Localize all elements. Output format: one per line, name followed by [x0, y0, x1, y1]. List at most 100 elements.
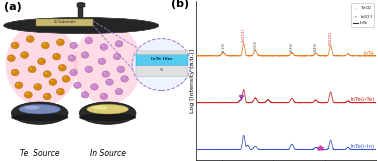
Text: (110): (110)	[221, 41, 225, 52]
Circle shape	[74, 82, 81, 89]
Circle shape	[107, 80, 110, 82]
FancyBboxPatch shape	[78, 5, 83, 19]
Circle shape	[11, 69, 19, 76]
Circle shape	[15, 82, 23, 89]
Circle shape	[106, 79, 113, 85]
Circle shape	[115, 89, 123, 95]
Circle shape	[28, 37, 30, 39]
Circle shape	[102, 94, 104, 96]
Circle shape	[104, 72, 106, 74]
Circle shape	[49, 79, 57, 85]
Circle shape	[92, 85, 94, 87]
Ellipse shape	[79, 102, 136, 124]
Circle shape	[45, 72, 47, 74]
Circle shape	[71, 71, 74, 72]
Circle shape	[121, 76, 129, 82]
Circle shape	[28, 66, 36, 73]
Text: InTe film: InTe film	[152, 57, 173, 61]
Ellipse shape	[74, 25, 142, 104]
Circle shape	[20, 52, 28, 58]
Text: (220): (220)	[253, 39, 257, 50]
Text: InTe(r-Te): InTe(r-Te)	[350, 97, 375, 102]
Ellipse shape	[6, 23, 77, 106]
FancyBboxPatch shape	[136, 53, 188, 65]
Circle shape	[29, 67, 32, 69]
Circle shape	[75, 83, 77, 85]
Circle shape	[71, 43, 74, 45]
FancyBboxPatch shape	[36, 19, 93, 26]
Circle shape	[117, 90, 119, 91]
Ellipse shape	[132, 39, 191, 90]
FancyBboxPatch shape	[136, 51, 187, 55]
Text: Si(222): Si(222)	[328, 31, 333, 45]
Ellipse shape	[4, 18, 159, 33]
Circle shape	[70, 56, 72, 58]
Legend: TeO$_2$, In$_2$O$_3$, InTe: TeO$_2$, In$_2$O$_3$, InTe	[351, 3, 374, 27]
FancyBboxPatch shape	[136, 64, 188, 76]
Text: Si: Si	[160, 68, 164, 72]
Circle shape	[100, 93, 108, 100]
Circle shape	[81, 92, 89, 98]
Circle shape	[50, 80, 53, 82]
Circle shape	[11, 42, 19, 49]
Text: (a): (a)	[4, 2, 22, 12]
Text: Si Substrate: Si Substrate	[54, 20, 76, 24]
Text: Te  Source: Te Source	[20, 148, 59, 157]
Ellipse shape	[11, 102, 68, 124]
Circle shape	[43, 93, 51, 100]
Ellipse shape	[93, 106, 108, 110]
Ellipse shape	[77, 2, 85, 7]
Circle shape	[100, 44, 108, 50]
Ellipse shape	[87, 104, 129, 114]
Circle shape	[117, 42, 119, 44]
Circle shape	[35, 85, 38, 87]
Circle shape	[70, 42, 77, 49]
Text: (b): (b)	[171, 0, 189, 9]
Ellipse shape	[79, 113, 136, 122]
Ellipse shape	[11, 113, 68, 122]
Circle shape	[53, 53, 60, 60]
Circle shape	[85, 38, 93, 44]
Circle shape	[26, 36, 34, 42]
Circle shape	[58, 64, 66, 71]
Circle shape	[119, 67, 121, 69]
Circle shape	[54, 54, 57, 57]
Circle shape	[43, 71, 51, 77]
Circle shape	[60, 66, 62, 68]
Circle shape	[56, 88, 64, 95]
Circle shape	[117, 66, 125, 73]
Circle shape	[39, 59, 42, 61]
Circle shape	[70, 69, 77, 76]
Circle shape	[102, 71, 110, 77]
Circle shape	[58, 89, 60, 92]
Circle shape	[56, 39, 64, 46]
Circle shape	[115, 55, 117, 57]
Circle shape	[34, 84, 42, 90]
Circle shape	[7, 55, 15, 62]
Circle shape	[85, 66, 93, 73]
Circle shape	[58, 40, 60, 42]
Circle shape	[45, 94, 47, 96]
Circle shape	[98, 58, 106, 65]
Ellipse shape	[25, 106, 40, 110]
Circle shape	[87, 39, 89, 41]
Circle shape	[9, 56, 11, 58]
Circle shape	[37, 58, 45, 65]
Circle shape	[122, 77, 125, 79]
Text: InTe(r-In): InTe(r-In)	[351, 144, 375, 149]
Text: In Source: In Source	[90, 148, 125, 157]
Circle shape	[43, 43, 45, 45]
Circle shape	[102, 45, 104, 47]
Circle shape	[100, 59, 102, 61]
Circle shape	[12, 70, 15, 72]
Circle shape	[12, 43, 15, 45]
Circle shape	[83, 93, 85, 95]
Circle shape	[83, 53, 85, 55]
Circle shape	[64, 77, 66, 79]
Circle shape	[16, 83, 19, 85]
Text: (330): (330)	[290, 41, 294, 52]
Circle shape	[22, 53, 25, 55]
Circle shape	[41, 42, 49, 49]
Circle shape	[26, 93, 28, 95]
Circle shape	[24, 91, 32, 98]
